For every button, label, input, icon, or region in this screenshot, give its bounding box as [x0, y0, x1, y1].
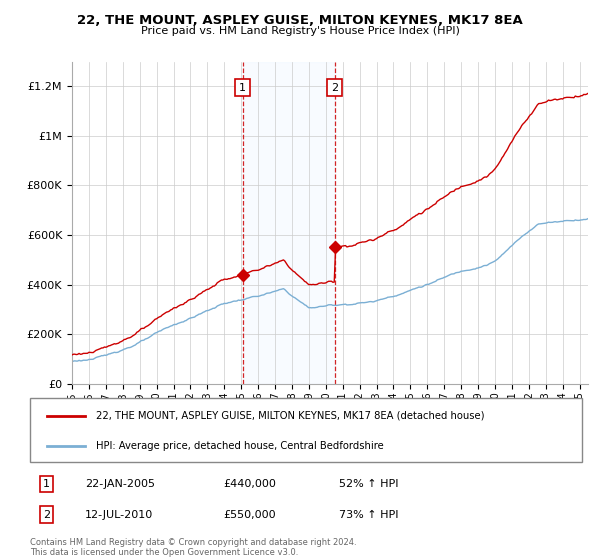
Text: 1: 1: [239, 83, 246, 92]
Text: 22, THE MOUNT, ASPLEY GUISE, MILTON KEYNES, MK17 8EA (detached house): 22, THE MOUNT, ASPLEY GUISE, MILTON KEYN…: [96, 410, 485, 421]
Text: 2: 2: [331, 83, 338, 92]
Text: Contains HM Land Registry data © Crown copyright and database right 2024.
This d: Contains HM Land Registry data © Crown c…: [30, 538, 356, 557]
Text: £550,000: £550,000: [223, 510, 276, 520]
Text: £440,000: £440,000: [223, 479, 276, 489]
Text: HPI: Average price, detached house, Central Bedfordshire: HPI: Average price, detached house, Cent…: [96, 441, 384, 451]
Text: 52% ↑ HPI: 52% ↑ HPI: [339, 479, 398, 489]
Bar: [242, 62, 335, 384]
Text: Price paid vs. HM Land Registry's House Price Index (HPI): Price paid vs. HM Land Registry's House …: [140, 26, 460, 36]
Text: 22, THE MOUNT, ASPLEY GUISE, MILTON KEYNES, MK17 8EA: 22, THE MOUNT, ASPLEY GUISE, MILTON KEYN…: [77, 14, 523, 27]
Text: 1: 1: [43, 479, 50, 489]
Text: 22-JAN-2005: 22-JAN-2005: [85, 479, 155, 489]
Text: 12-JUL-2010: 12-JUL-2010: [85, 510, 154, 520]
Text: 73% ↑ HPI: 73% ↑ HPI: [339, 510, 398, 520]
Text: 2: 2: [43, 510, 50, 520]
